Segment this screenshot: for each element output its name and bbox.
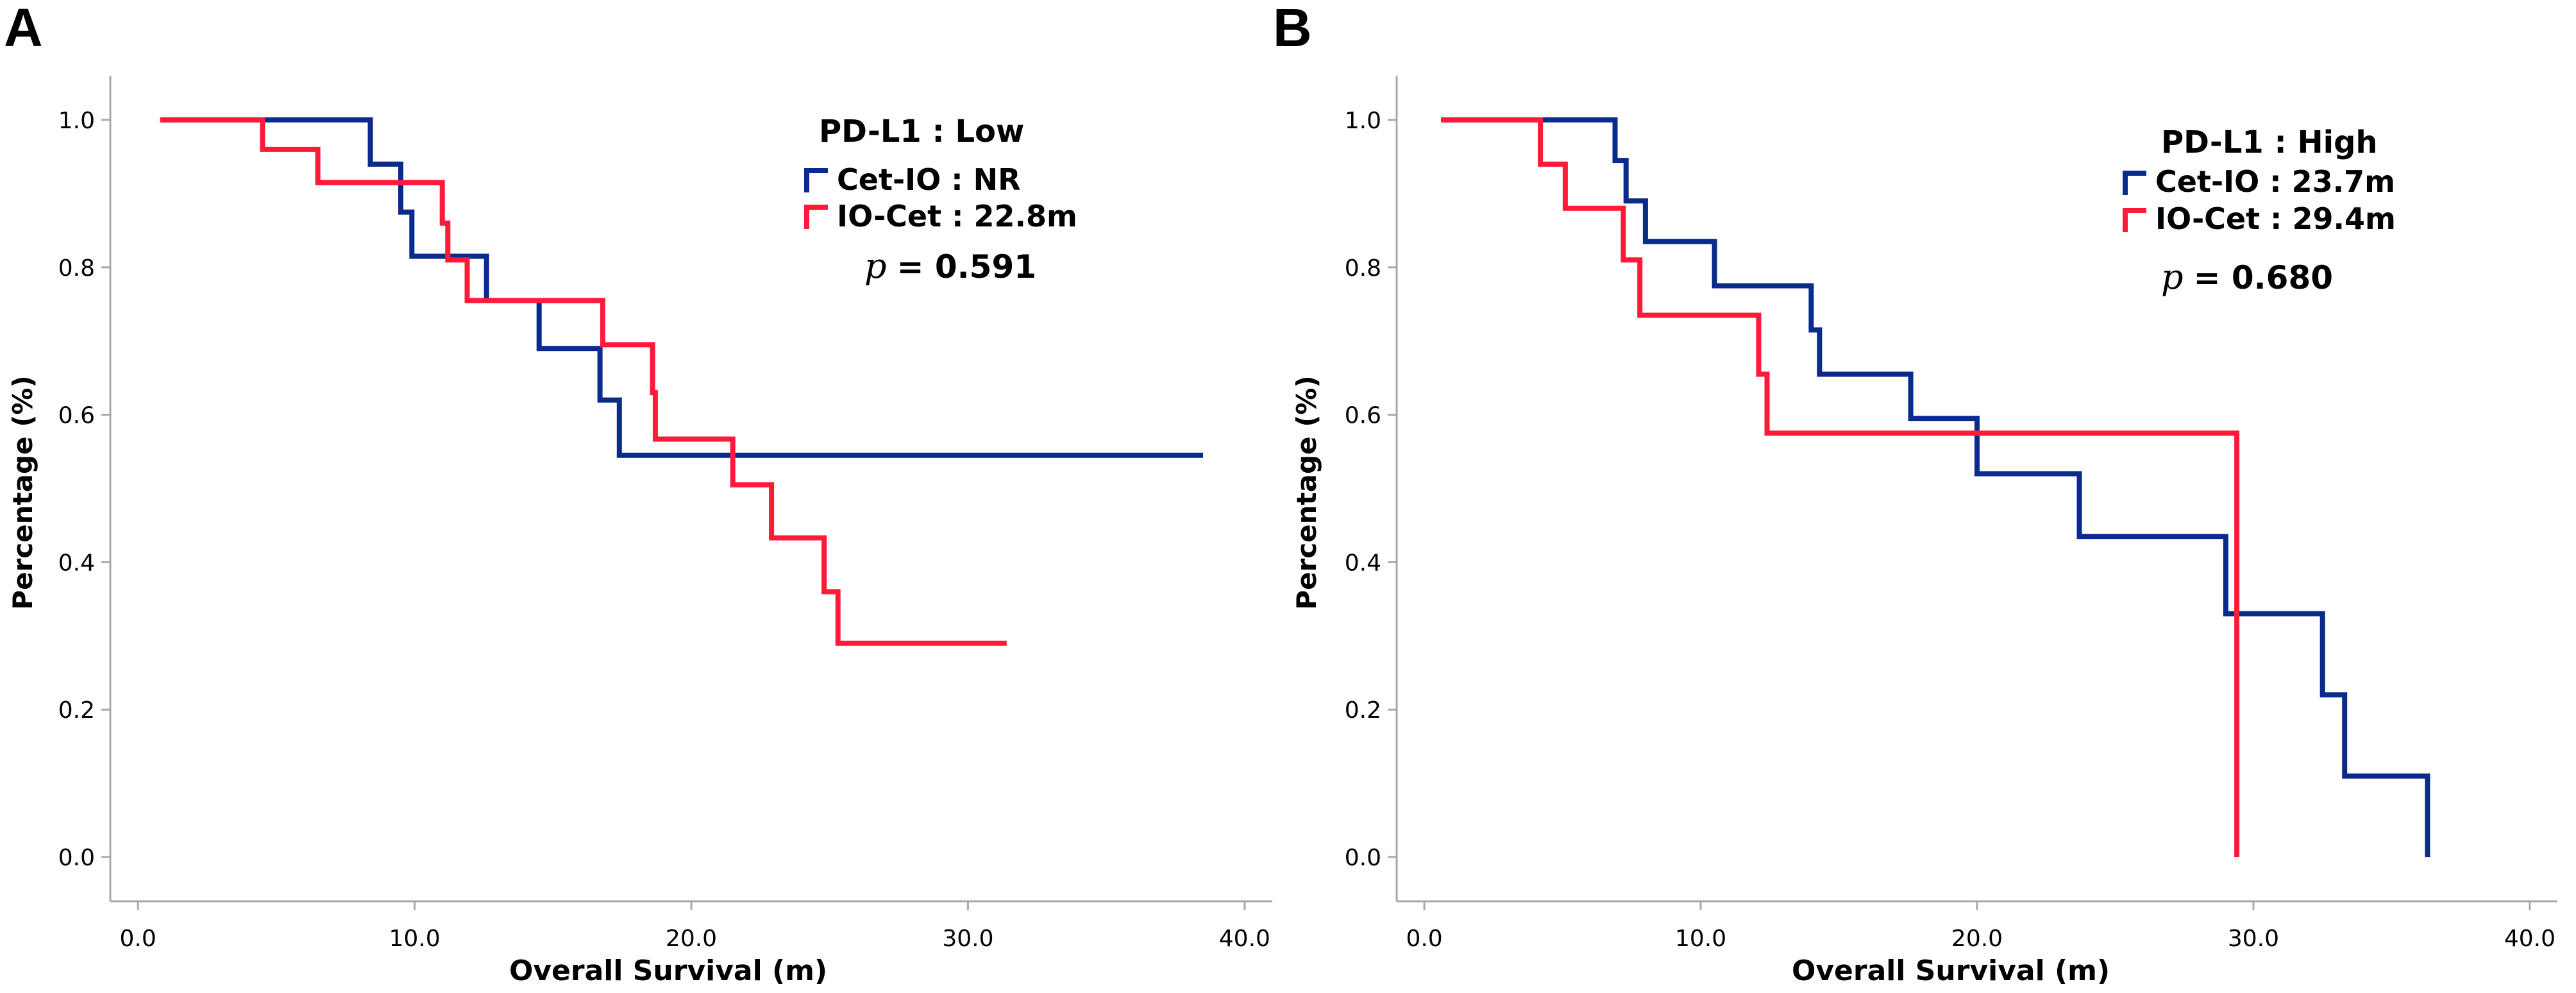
panel-letter-a: A: [4, 0, 43, 58]
y-axis-label-a: Percentage (%): [7, 375, 38, 609]
legend-marker-io-cet-a: [804, 205, 828, 229]
curves-a: [160, 117, 1204, 646]
y-tick-label: 1.0: [58, 108, 95, 134]
y-tick-label: 0.0: [1345, 845, 1381, 871]
legend-label-io-cet-b: IO-Cet : 29.4m: [2155, 201, 2396, 236]
legend-title-b: PD-L1 : High: [2161, 124, 2378, 160]
axes-b: 0.0 0.2 0.4 0.6 0.8 1.0 0.0 10.0 20.0 30.0 40.0: [1345, 76, 2557, 952]
legend-label-cet-io-b: Cet-IO : 23.7m: [2155, 164, 2395, 199]
y-tick-label: 0.4: [58, 550, 95, 576]
legend-marker-cet-io-b: [2123, 171, 2146, 195]
x-tick-label: 20.0: [1951, 926, 2003, 952]
p-number-b: = 0.680: [2194, 259, 2333, 296]
y-axis-label-b: Percentage (%): [1291, 375, 1322, 609]
panel-letter-b: B: [1273, 0, 1312, 58]
y-tick-label: 0.2: [1345, 697, 1381, 724]
y-tick-label: 0.6: [1345, 403, 1381, 429]
x-axis-label-b: Overall Survival (m): [1792, 955, 2110, 987]
legend-marker-cet-io-a: [804, 168, 828, 192]
x-tick-label: 30.0: [2228, 926, 2279, 952]
legend-label-cet-io-a: Cet-IO : NR: [837, 162, 1021, 197]
io-cet-survival-curve-b: [1441, 117, 2240, 858]
curves-b: [1441, 117, 2430, 858]
legend-marker-io-cet-b: [2123, 208, 2146, 232]
x-tick-label: 0.0: [1406, 926, 1442, 952]
p-number-a: = 0.591: [897, 248, 1036, 285]
x-tick-label: 20.0: [666, 926, 717, 952]
legend-label-io-cet-a: IO-Cet : 22.8m: [837, 199, 1077, 233]
y-tick-label: 0.0: [58, 845, 95, 871]
x-tick-label: 10.0: [1675, 926, 1726, 952]
y-tick-label: 0.4: [1345, 550, 1381, 576]
y-tick-label: 0.6: [58, 403, 95, 429]
p-symbol-b: p: [2161, 257, 2184, 297]
y-tick-label: 0.2: [58, 697, 95, 724]
io-cet-survival-curve-a: [160, 117, 1007, 646]
p-value-a: p = 0.591: [864, 246, 1036, 286]
x-tick-label: 40.0: [1219, 926, 1270, 952]
x-tick-label: 0.0: [120, 926, 156, 952]
panel-b: 0.00.20.40.60.81.00.0 10.0 20.0 30.0 40.0 B …: [1273, 0, 2557, 987]
cet-io-survival-curve-a: [160, 117, 1204, 458]
p-symbol-a: p: [864, 246, 887, 286]
axes-a: 0.0 0.2 0.4 0.6 0.8 1.0 0.0 10.0 20.0 30.0 40.0: [58, 76, 1272, 952]
x-axis-label-a: Overall Survival (m): [509, 955, 827, 987]
x-tick-label: 40.0: [2504, 926, 2555, 952]
x-tick-label: 10.0: [389, 926, 440, 952]
y-tick-label: 0.8: [1345, 255, 1381, 282]
p-value-b: p = 0.680: [2161, 257, 2333, 297]
cet-io-survival-curve-b: [1441, 117, 2430, 858]
y-tick-label: 0.8: [58, 255, 95, 282]
legend-title-a: PD-L1 : Low: [819, 114, 1024, 149]
y-tick-label: 1.0: [1345, 108, 1381, 134]
x-tick-label: 30.0: [942, 926, 993, 952]
panel-a: 0.00.20.40.60.81.00.0 10.0 20.0 30.0 40.0 A …: [4, 0, 1272, 987]
